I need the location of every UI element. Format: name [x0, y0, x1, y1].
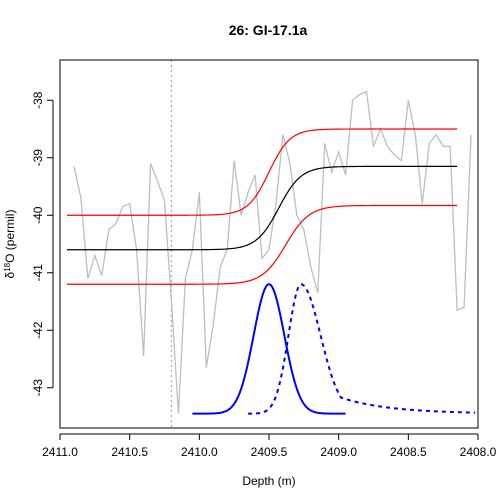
y-tick-label: -40: [31, 206, 45, 224]
y-axis: -43 -42 -41 -40 -39 -38: [31, 91, 54, 397]
series-fit-line: [66, 165, 458, 251]
series-fit-upper-line: [66, 128, 458, 216]
y-tick-label: -42: [31, 321, 45, 339]
series-fit-lower-line: [66, 204, 458, 285]
y-axis-title: δ18O (permil): [3, 210, 17, 279]
y-tick-label: -41: [31, 264, 45, 282]
series-density-dashed-curve: [248, 283, 476, 415]
y-axis-title-superscript: 18: [3, 262, 12, 271]
x-tick-label: 2410.5: [111, 445, 148, 459]
x-tick-label: 2410.0: [181, 445, 218, 459]
y-axis-title-prefix: δ: [3, 271, 17, 278]
y-tick-label: -39: [31, 149, 45, 167]
y-tick-label: -38: [31, 91, 45, 109]
x-tick-label: 2411.0: [42, 445, 78, 459]
series-observed-line: [73, 90, 472, 414]
x-axis: 2411.0 2410.5 2410.0 2409.5 2409.0 2408.5 2408…: [42, 433, 497, 459]
x-tick-label: 2409.0: [320, 445, 357, 459]
y-axis-title-suffix: O (permil): [3, 210, 17, 263]
data-layer: [66, 60, 476, 428]
x-tick-label: 2408.0: [460, 445, 497, 459]
series-density-solid-curve: [192, 283, 346, 415]
x-tick-label: 2408.5: [390, 445, 427, 459]
x-tick-label: 2409.5: [251, 445, 288, 459]
plot-frame: [59, 59, 479, 429]
x-axis-title: Depth (m): [242, 474, 295, 488]
chart-title: 26: GI-17.1a: [229, 22, 308, 38]
y-tick-label: -43: [31, 379, 45, 397]
